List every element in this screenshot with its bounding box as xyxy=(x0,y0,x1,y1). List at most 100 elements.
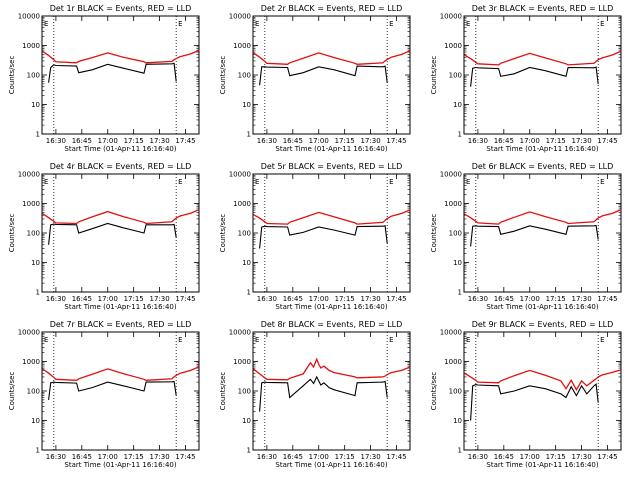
y-tick-label: 10 xyxy=(242,417,251,425)
e-marker: E xyxy=(389,20,393,28)
events-series-line xyxy=(259,225,388,249)
y-tick-label: 100 xyxy=(238,230,251,238)
y-axis-label: Counts/sec xyxy=(219,56,227,95)
y-axis-label: Counts/sec xyxy=(219,214,227,253)
y-axis-label: Counts/sec xyxy=(8,56,16,95)
y-tick-label: 1000 xyxy=(444,358,462,366)
x-tick-label: 16:30 xyxy=(257,137,277,145)
x-tick-label: 17:45 xyxy=(597,137,617,145)
y-tick-label: 100 xyxy=(449,230,462,238)
x-tick-label: 17:00 xyxy=(98,295,118,303)
y-tick-label: 1000 xyxy=(444,200,462,208)
x-tick-label: 16:45 xyxy=(283,453,303,461)
x-tick-label: 16:30 xyxy=(46,453,66,461)
y-tick-label: 1000 xyxy=(233,358,251,366)
x-tick-label: 16:45 xyxy=(283,137,303,145)
events-series-line xyxy=(48,380,177,400)
y-tick-label: 100 xyxy=(27,72,40,80)
x-axis-label: Start Time (01-Apr-11 16:16:40) xyxy=(275,303,387,311)
det-panel-3: Det 3r BLACK = Events, RED = LLD 1 10 100 10… xyxy=(430,4,622,153)
y-tick-label: 100 xyxy=(27,388,40,396)
y-tick-label: 1000 xyxy=(22,200,40,208)
y-tick-label: 10 xyxy=(31,101,40,109)
y-tick-label: 10 xyxy=(453,101,462,109)
lld-series-line xyxy=(42,209,200,225)
e-marker: E xyxy=(466,178,470,186)
x-tick-label: 17:15 xyxy=(124,295,144,303)
lld-series-line xyxy=(42,49,200,64)
y-tick-label: 100 xyxy=(238,72,251,80)
x-tick-label: 17:30 xyxy=(572,453,592,461)
x-tick-label: 17:00 xyxy=(520,137,540,145)
e-marker: E xyxy=(389,336,393,344)
x-tick-label: 17:45 xyxy=(597,295,617,303)
x-tick-label: 16:30 xyxy=(468,453,488,461)
lld-series-line xyxy=(464,50,622,66)
x-tick-label: 17:15 xyxy=(124,137,144,145)
x-axis-label: Start Time (01-Apr-11 16:16:40) xyxy=(486,461,598,469)
y-tick-label: 10000 xyxy=(440,329,462,337)
y-tick-label: 10000 xyxy=(440,171,462,179)
x-tick-label: 16:45 xyxy=(494,453,514,461)
plot-frame xyxy=(463,331,622,451)
e-marker: E xyxy=(44,178,48,186)
e-marker: E xyxy=(178,178,182,186)
x-tick-label: 17:30 xyxy=(572,295,592,303)
x-tick-label: 17:45 xyxy=(597,453,617,461)
x-tick-label: 17:15 xyxy=(124,453,144,461)
events-series-line xyxy=(470,66,599,87)
panel-title: Det 6r BLACK = Events, RED = LLD xyxy=(472,162,614,171)
y-tick-label: 1 xyxy=(247,131,251,139)
e-marker: E xyxy=(255,336,259,344)
y-tick-label: 100 xyxy=(27,230,40,238)
x-tick-label: 17:15 xyxy=(546,137,566,145)
x-tick-label: 16:45 xyxy=(283,295,303,303)
y-tick-label: 10000 xyxy=(229,329,251,337)
x-tick-label: 17:00 xyxy=(98,453,118,461)
x-tick-label: 17:30 xyxy=(361,295,381,303)
events-series-line xyxy=(259,375,388,412)
x-tick-label: 17:00 xyxy=(98,137,118,145)
y-tick-label: 10000 xyxy=(18,13,40,21)
y-tick-label: 10000 xyxy=(229,13,251,21)
x-tick-label: 17:00 xyxy=(309,295,329,303)
y-tick-label: 100 xyxy=(449,388,462,396)
x-tick-label: 17:45 xyxy=(175,295,195,303)
panel-title: Det 8r BLACK = Events, RED = LLD xyxy=(261,320,403,329)
x-tick-label: 16:30 xyxy=(468,137,488,145)
x-tick-label: 17:45 xyxy=(175,137,195,145)
y-tick-label: 10 xyxy=(453,417,462,425)
y-tick-label: 10 xyxy=(242,259,251,267)
y-tick-label: 1000 xyxy=(233,42,251,50)
det-panel-9: Det 9r BLACK = Events, RED = LLD 1 10 100 10… xyxy=(430,320,622,469)
panel-title: Det 7r BLACK = Events, RED = LLD xyxy=(50,320,192,329)
y-tick-label: 1 xyxy=(458,447,462,455)
x-tick-label: 17:00 xyxy=(520,295,540,303)
panel-title: Det 3r BLACK = Events, RED = LLD xyxy=(472,4,614,13)
y-tick-label: 1 xyxy=(36,131,40,139)
panel-title: Det 1r BLACK = Events, RED = LLD xyxy=(50,4,192,13)
x-tick-label: 17:15 xyxy=(335,295,355,303)
y-tick-label: 1000 xyxy=(22,358,40,366)
y-tick-label: 1 xyxy=(36,447,40,455)
y-tick-label: 1 xyxy=(458,289,462,297)
x-tick-label: 17:00 xyxy=(309,453,329,461)
x-tick-label: 17:15 xyxy=(335,137,355,145)
x-tick-label: 17:00 xyxy=(309,137,329,145)
y-axis-label: Counts/sec xyxy=(8,372,16,411)
lld-series-line xyxy=(252,357,411,381)
x-axis-label: Start Time (01-Apr-11 16:16:40) xyxy=(64,303,176,311)
y-axis-label: Counts/sec xyxy=(219,372,227,411)
x-axis-label: Start Time (01-Apr-11 16:16:40) xyxy=(64,461,176,469)
e-marker: E xyxy=(466,20,470,28)
det-panel-2: Det 2r BLACK = Events, RED = LLD 1 10 100 10… xyxy=(219,4,411,153)
det-panel-7: Det 7r BLACK = Events, RED = LLD 1 10 100 10… xyxy=(8,320,200,469)
e-marker: E xyxy=(600,20,604,28)
y-tick-label: 1000 xyxy=(22,42,40,50)
det-panel-8: Det 8r BLACK = Events, RED = LLD 1 10 100 10… xyxy=(219,320,411,469)
x-tick-label: 17:30 xyxy=(361,137,381,145)
x-tick-label: 17:15 xyxy=(546,453,566,461)
e-marker: E xyxy=(389,178,393,186)
